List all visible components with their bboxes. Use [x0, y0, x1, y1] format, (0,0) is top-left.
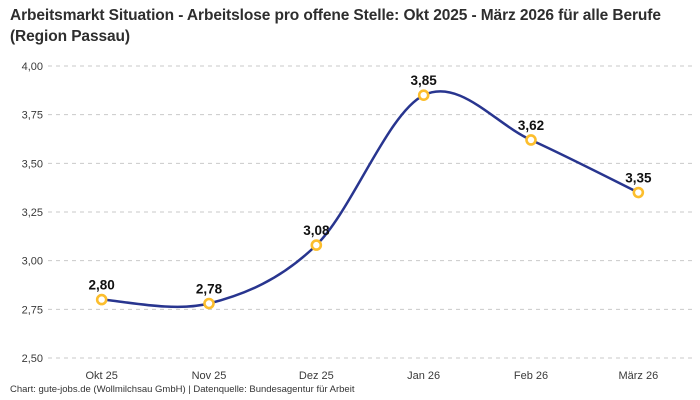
y-axis-tick-label: 4,00 — [22, 61, 43, 73]
data-point-label: 3,35 — [625, 171, 652, 186]
data-line — [100, 90, 640, 309]
x-axis-label: Jan 26 — [407, 370, 440, 382]
y-axis-tick-label: 3,75 — [22, 110, 43, 122]
data-point-label: 3,08 — [303, 223, 330, 238]
data-point-label: 2,78 — [196, 281, 223, 296]
data-point-marker — [417, 89, 430, 101]
y-axis-tick-label: 3,25 — [22, 207, 43, 219]
data-point-marker — [525, 134, 537, 146]
data-point-label: 3,62 — [518, 118, 544, 133]
y-axis-tick-label: 3,00 — [22, 256, 43, 268]
x-axis-label: Okt 25 — [85, 370, 117, 382]
x-axis-label: Dez 25 — [299, 370, 334, 382]
chart-title: Arbeitsmarkt Situation - Arbeitslose pro… — [10, 7, 661, 45]
x-axis-label: März 26 — [618, 370, 658, 382]
data-point-marker — [95, 293, 108, 306]
x-axis-label: Nov 25 — [192, 370, 227, 382]
x-axis-label: Feb 26 — [514, 370, 548, 382]
y-axis-tick-label: 2,75 — [22, 304, 43, 316]
data-point-label: 3,85 — [411, 73, 438, 88]
data-point-marker — [310, 239, 323, 251]
data-point-marker — [632, 186, 645, 199]
y-axis-tick-label: 3,50 — [22, 158, 43, 170]
data-point-label: 2,80 — [89, 278, 115, 293]
y-axis-tick-label: 2,50 — [22, 353, 43, 365]
data-point-marker — [203, 297, 215, 310]
chart-footer: Chart: gute-jobs.de (Wollmilchsau GmbH) … — [10, 384, 355, 395]
